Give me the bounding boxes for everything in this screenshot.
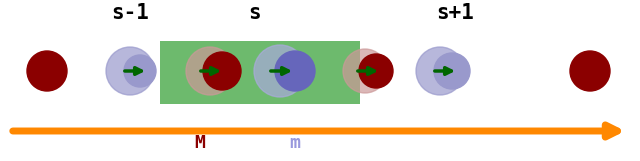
Circle shape	[203, 52, 241, 90]
Text: s: s	[249, 3, 261, 23]
Text: s-1: s-1	[111, 3, 149, 23]
Circle shape	[343, 49, 387, 93]
Text: M: M	[195, 134, 205, 152]
Circle shape	[434, 53, 470, 89]
Circle shape	[106, 47, 154, 95]
Text: m: m	[289, 134, 300, 152]
Circle shape	[254, 45, 306, 97]
Bar	[160, 41, 360, 104]
Circle shape	[570, 51, 610, 91]
Circle shape	[27, 51, 67, 91]
Text: s+1: s+1	[436, 3, 474, 23]
Circle shape	[359, 54, 393, 88]
Circle shape	[416, 47, 464, 95]
Circle shape	[275, 51, 315, 91]
Circle shape	[124, 55, 156, 87]
Circle shape	[186, 47, 234, 95]
